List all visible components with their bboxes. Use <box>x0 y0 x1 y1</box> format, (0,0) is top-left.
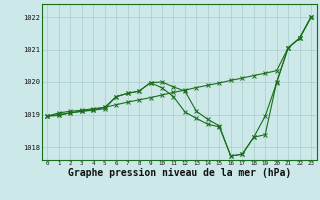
X-axis label: Graphe pression niveau de la mer (hPa): Graphe pression niveau de la mer (hPa) <box>68 168 291 178</box>
